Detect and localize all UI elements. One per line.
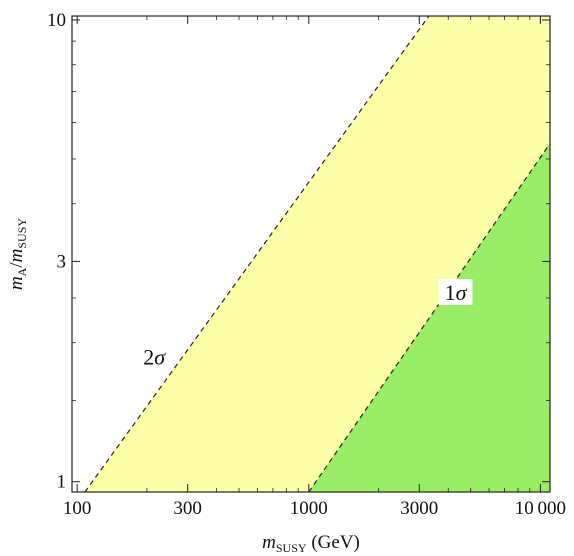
annotation-background	[438, 278, 473, 305]
x-axis-label: mSUSY (GeV)	[262, 532, 360, 555]
y-axis-label-sub-num: A	[15, 267, 29, 276]
y-axis-label-sep: /	[6, 262, 27, 268]
annotation-number: 2	[143, 344, 154, 369]
y-tick-label: 10	[47, 10, 66, 31]
boundaries-layer	[84, 16, 550, 492]
x-axis-label-sub: SUSY	[276, 541, 307, 555]
annotation-number: 1	[445, 280, 456, 305]
y-tick-label: 1	[57, 472, 67, 493]
annotation-label: 2σ	[143, 344, 166, 369]
annotation-background	[137, 343, 172, 370]
x-tick-label: 3000	[400, 498, 438, 519]
x-axis-label-unit: (GeV)	[307, 532, 360, 553]
annotation-sigma: σ	[154, 344, 166, 369]
boundary-2sigma	[84, 16, 430, 492]
x-tick-label: 100	[63, 498, 92, 519]
plot-frame	[71, 15, 551, 493]
x-axis-label-base: m	[262, 532, 276, 553]
regions-layer	[84, 16, 550, 492]
y-axis-label-base: m	[6, 276, 27, 290]
annotation-label: 1σ	[445, 280, 468, 305]
ticks-layer: 100 300 1000 3000 10 000 1 3 10	[47, 10, 566, 519]
y-tick-label: 3	[57, 251, 67, 272]
y-axis-label: mA/mSUSY	[6, 218, 29, 290]
x-tick-label: 1000	[290, 498, 328, 519]
boundary-1sigma	[308, 143, 550, 492]
x-tick-label: 300	[173, 498, 202, 519]
annotation-1sigma: 1σ	[438, 278, 473, 305]
x-tick-label: 10 000	[515, 498, 566, 519]
y-axis-label-base2: m	[6, 249, 27, 263]
annotation-sigma: σ	[456, 280, 468, 305]
annotation-2sigma: 2σ	[137, 343, 172, 370]
y-axis-label-sub-den: SUSY	[15, 218, 29, 249]
